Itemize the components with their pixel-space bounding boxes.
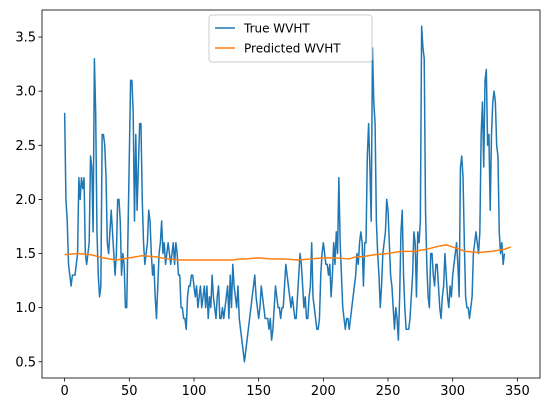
y-tick-label: 3.5 <box>15 31 36 46</box>
x-tick-label: 100 <box>182 384 207 399</box>
x-axis: 0 50 100 150 200 250 300 350 <box>60 378 529 399</box>
x-tick-label: 250 <box>376 384 401 399</box>
legend-label-2: Predicted WVHT <box>244 42 341 56</box>
x-tick-label: 0 <box>60 384 68 399</box>
x-tick-label: 200 <box>311 384 336 399</box>
series-line-1 <box>65 26 505 362</box>
y-tick-label: 2.0 <box>15 193 36 208</box>
y-tick-label: 1.5 <box>15 247 36 262</box>
legend: True WVHT Predicted WVHT <box>209 15 372 62</box>
x-tick-label: 350 <box>505 384 530 399</box>
y-tick-label: 3.0 <box>15 85 36 100</box>
plot-frame <box>42 10 540 378</box>
legend-label-1: True WVHT <box>243 22 310 36</box>
x-tick-label: 300 <box>440 384 465 399</box>
y-tick-label: 2.5 <box>15 139 36 154</box>
series-line-2 <box>65 245 511 260</box>
x-tick-label: 50 <box>121 384 138 399</box>
y-tick-label: 1.0 <box>15 301 36 316</box>
x-tick-label: 150 <box>246 384 271 399</box>
y-tick-label: 0.5 <box>15 355 36 370</box>
series-layer <box>65 26 511 362</box>
y-axis: 0.5 1.0 1.5 2.0 2.5 3.0 3.5 <box>15 31 42 371</box>
